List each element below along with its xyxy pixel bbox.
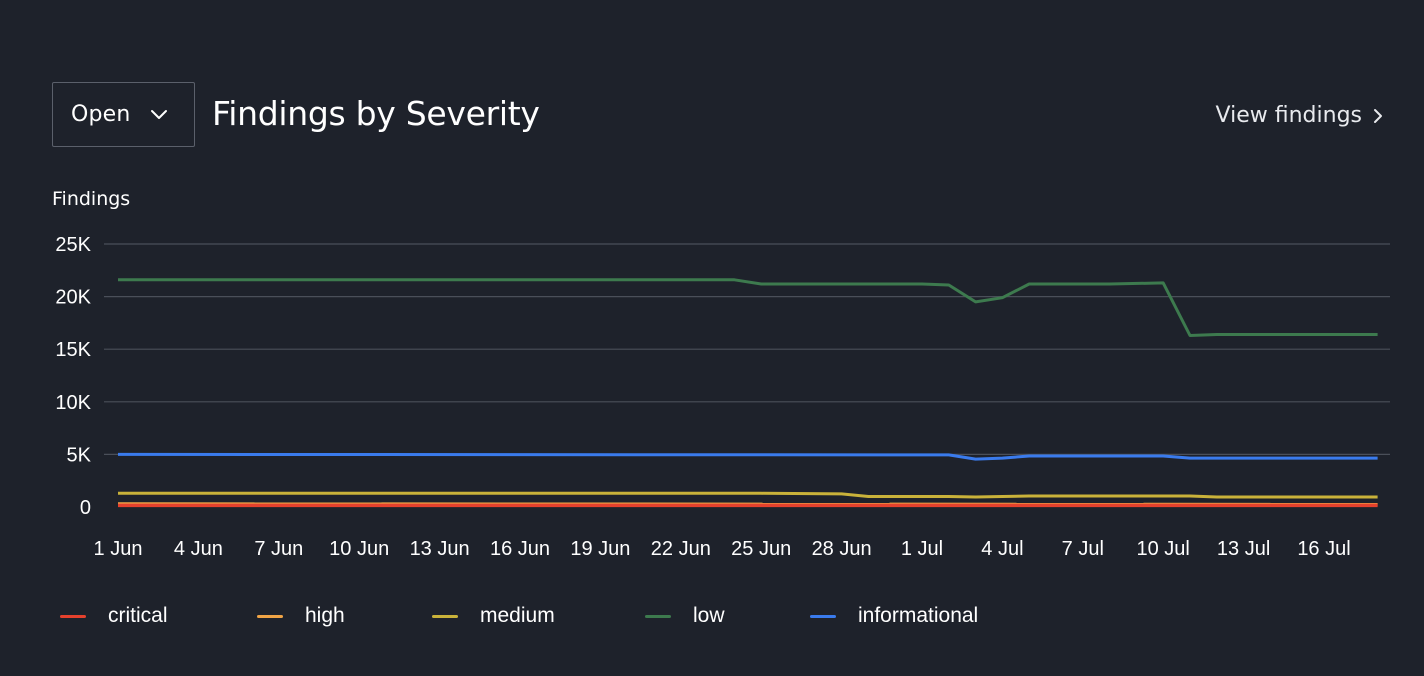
x-tick-label: 13 Jun [410,538,470,560]
status-filter-dropdown[interactable]: Open [52,82,195,147]
y-tick-label: 0 [80,497,91,519]
chevron-down-icon [151,110,167,119]
x-tick-label: 10 Jun [329,538,389,560]
legend-label: medium [480,604,555,627]
view-findings-link[interactable]: View findings [1216,103,1384,128]
legend-label: critical [108,604,168,627]
status-filter-value: Open [71,102,131,127]
legend-item-critical[interactable]: critical [60,604,168,628]
grid-lines [104,243,1390,455]
series-lines [117,278,1378,508]
y-tick-label: 5K [67,444,92,466]
series-line-medium[interactable] [118,491,1378,499]
y-tick-label: 10K [55,392,91,414]
legend-label: low [693,604,725,627]
legend-swatch [60,614,86,618]
view-findings-label: View findings [1215,103,1362,128]
x-tick-label: 1 Jun [94,538,143,560]
x-tick-label: 1 Jul [901,538,943,560]
legend-item-medium[interactable]: medium [432,604,555,628]
legend-swatch [257,614,283,618]
x-tick-label: 7 Jul [1062,538,1104,560]
x-axis-ticks: 1 Jun 4 Jun 7 Jun 10 Jun 13 Jun 16 Jun 19 Jun 2… [94,538,1351,560]
legend-item-high[interactable]: high [257,604,345,628]
x-tick-label: 28 Jun [812,538,872,560]
legend-label: high [305,604,345,627]
chart-title: Findings by Severity [212,94,540,133]
y-axis-title: Findings [52,188,131,210]
y-tick-label: 20K [55,287,91,309]
x-tick-label: 13 Jul [1217,538,1270,560]
y-tick-label: 25K [55,234,91,256]
legend-item-low[interactable]: low [645,604,725,628]
y-tick-label: 15K [55,339,91,361]
chevron-right-icon [1374,108,1382,123]
x-tick-label: 19 Jun [570,538,630,560]
legend-swatch [645,614,671,618]
legend-swatch [810,614,836,618]
x-tick-label: 7 Jun [254,538,303,560]
series-line-informational[interactable] [117,452,1378,461]
x-tick-label: 25 Jun [731,538,791,560]
x-tick-label: 10 Jul [1137,538,1190,560]
legend-label: informational [858,604,979,627]
series-line-low[interactable] [118,278,1378,337]
legend-swatch [432,614,458,618]
x-tick-label: 4 Jun [174,538,223,560]
legend-item-informational[interactable]: informational [810,604,978,628]
x-tick-label: 16 Jun [490,538,550,560]
x-tick-label: 16 Jul [1297,538,1350,560]
chart-legend: critical high medium low informational [60,604,1060,634]
y-axis-ticks: 0 5K 10K 15K 20K 25K [55,234,91,519]
x-tick-label: 4 Jul [981,538,1023,560]
x-tick-label: 22 Jun [651,538,711,560]
